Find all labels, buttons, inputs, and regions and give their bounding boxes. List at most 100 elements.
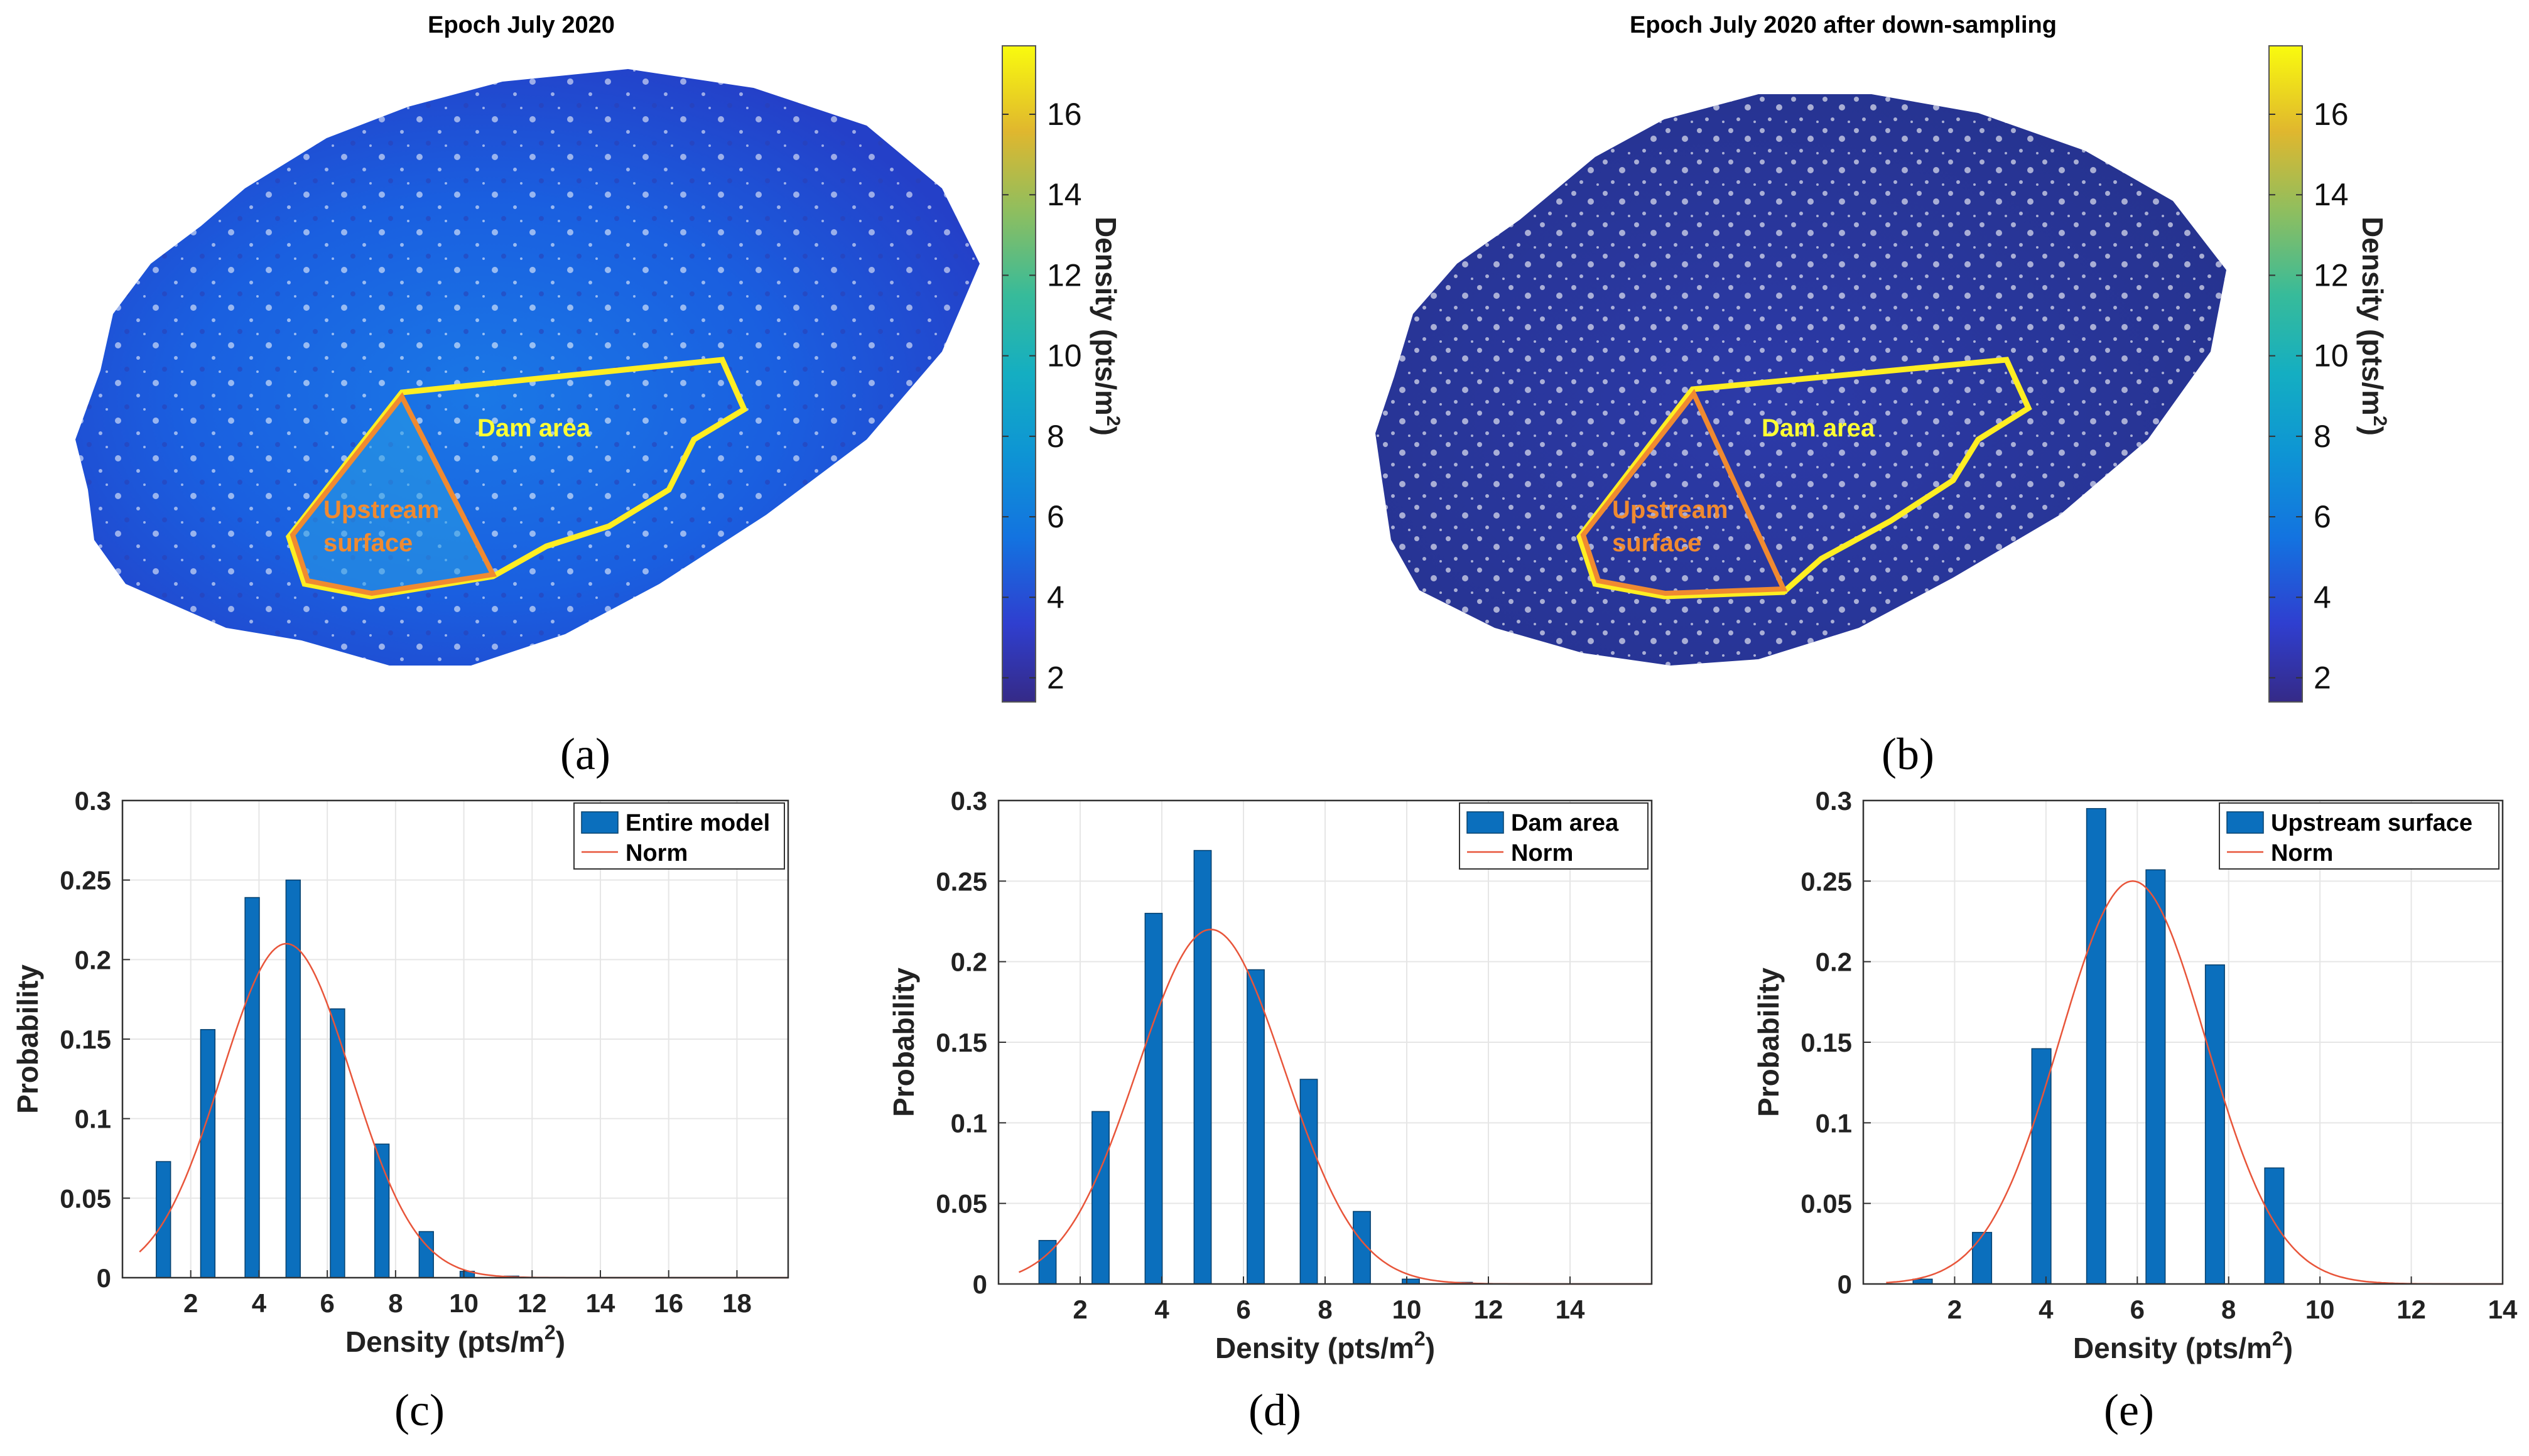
hist-d-xlabel-sup: 2 (1414, 1327, 1426, 1350)
hist-e-legend-box (2219, 802, 2499, 870)
hist-e-bar (2145, 869, 2166, 1285)
map-b-upstream-label-1: Upstream (1612, 496, 1728, 524)
hist-c-ytick-label: 0 (97, 1263, 111, 1293)
hist-c-legend-bar-label: Entire model (625, 810, 770, 836)
hist-d-xlabel: Density (pts/m2) (1215, 1327, 1435, 1364)
map-panel-b: Epoch July 2020 after down-sampling Dam … (1375, 12, 2226, 779)
hist-e-ytick-label: 0.1 (1816, 1108, 1852, 1138)
hist-c-xlabel-close: ) (556, 1325, 565, 1358)
hist-e-legend-bar-label: Upstream surface (2271, 810, 2472, 836)
histogram-d: 2 4 6 8 10 12 14 0 0.05 0.1 0.15 0.2 0.25 0.3 Density … (887, 786, 1653, 1435)
hist-d-legend-bar-label: Dam area (1511, 810, 1619, 836)
histogram-e: 2 4 6 8 10 12 14 0 0.05 0.1 0.15 0.2 0.25 0.3 Density … (1752, 786, 2518, 1435)
colorbar-b-tick-label: 12 (2314, 257, 2349, 293)
hist-e-xlabel-close: ) (2283, 1332, 2293, 1364)
hist-c-ytick-label: 0.15 (60, 1025, 111, 1054)
map-b-upstream-label-2: surface (1612, 529, 1701, 557)
hist-c-legend-line-label: Norm (625, 840, 688, 866)
colorbar-b-ticks: 2 4 6 8 10 12 14 16 (2269, 97, 2349, 696)
hist-d-ytick-label: 0.15 (936, 1028, 987, 1057)
hist-e-ytick-label: 0 (1838, 1270, 1852, 1299)
hist-d-ytick-label: 0.25 (936, 866, 987, 896)
colorbar-a-tick-label: 12 (1047, 257, 1082, 293)
colorbar-a-tick-label: 16 (1047, 97, 1082, 132)
colorbar-a-tick-label: 8 (1047, 419, 1064, 454)
hist-d-xtick-label: 10 (1392, 1295, 1422, 1324)
map-b-dam-boundary (1576, 357, 2032, 600)
map-a-upstream-label-2: surface (323, 529, 413, 557)
colorbar-a-tick-label: 2 (1047, 661, 1064, 696)
map-a-upstream-fill (289, 396, 493, 596)
colorbar-b-label: Density (pts/m2) (2356, 217, 2390, 436)
colorbar-b-tick-label: 8 (2314, 419, 2331, 454)
hist-c-xtick-label: 14 (586, 1288, 615, 1318)
colorbar-a-ramp (1002, 45, 1036, 703)
hist-d-xtick-label: 8 (1318, 1295, 1332, 1324)
hist-e-ytick-label: 0.05 (1801, 1189, 1852, 1219)
hist-e-xtick-label: 6 (2130, 1295, 2145, 1324)
colorbar-a-ticks: 2 4 6 8 10 12 14 16 (1002, 97, 1082, 696)
hist-d-ytick-label: 0.05 (936, 1189, 987, 1219)
hist-e-panel-label: (e) (2104, 1385, 2154, 1435)
hist-c-xtick-label: 12 (517, 1288, 547, 1318)
colorbar-a-tick-label: 14 (1047, 177, 1082, 212)
colorbar-b-tick-label: 6 (2314, 499, 2331, 534)
hist-d-bar (1193, 849, 1212, 1285)
hist-c-ylabel: Probability (11, 964, 44, 1114)
map-a-texture (75, 69, 980, 666)
hist-e-legend-line-label: Norm (2271, 840, 2333, 866)
hist-c-xtick-label: 18 (722, 1288, 752, 1318)
hist-d-bar (1299, 1079, 1318, 1285)
hist-d-ytick-label: 0.1 (951, 1108, 987, 1138)
hist-d-ytick-label: 0.3 (951, 786, 987, 816)
hist-c-xtick-label: 8 (388, 1288, 403, 1318)
hist-e-bar (2031, 1048, 2052, 1285)
hist-c-xlabel-sup: 2 (544, 1321, 556, 1344)
hist-d-bar (1247, 969, 1265, 1285)
map-a-dam-boundary (285, 357, 748, 600)
hist-e-ytick-label: 0.15 (1801, 1028, 1852, 1057)
hist-c-xtick-label: 6 (320, 1288, 334, 1318)
hist-c-ytick-label: 0.25 (60, 866, 111, 895)
hist-e-xtick-label: 4 (2039, 1295, 2054, 1324)
colorbar-b-label-main: Density (pts/m (2356, 217, 2389, 416)
hist-e-legend-swatch (2226, 811, 2264, 834)
hist-e-ytick-label: 0.3 (1816, 786, 1852, 816)
colorbar-b-tick-label: 10 (2314, 338, 2349, 374)
hist-e-ylabel: Probability (1752, 968, 1785, 1117)
hist-e-bar (2086, 808, 2106, 1285)
hist-d-xlabel-main: Density (pts/m (1215, 1332, 1414, 1364)
hist-e-ytick-label: 0.25 (1801, 866, 1852, 896)
colorbar-b-tick-label: 14 (2314, 177, 2349, 212)
hist-c-xtick-label: 16 (654, 1288, 683, 1318)
hist-d-bar (1038, 1239, 1057, 1285)
hist-d-legend-swatch (1466, 811, 1504, 834)
hist-c-legend-swatch (581, 811, 619, 834)
hist-e-bar (2264, 1167, 2285, 1285)
hist-c-xlabel: Density (pts/m2) (345, 1321, 565, 1358)
hist-d-bar (1144, 912, 1163, 1285)
hist-d-ytick-label: 0.2 (951, 947, 987, 977)
colorbar-a-label-close: ) (1090, 426, 1122, 436)
colorbar-a-label: Density (pts/m2) (1090, 217, 1124, 436)
hist-e-xtick-label: 8 (2221, 1295, 2236, 1324)
map-a-title: Epoch July 2020 (428, 12, 615, 38)
hist-c-panel-label: (c) (394, 1385, 445, 1435)
panel-label-b: (b) (1882, 729, 1934, 779)
map-a-upstream-boundary (290, 392, 497, 596)
hist-d-xtick-label: 12 (1474, 1295, 1503, 1324)
colorbar-b-tick-label: 2 (2314, 661, 2331, 696)
colorbar-b-label-close: ) (2356, 426, 2389, 436)
colorbar-a-tick-label: 10 (1047, 338, 1082, 374)
histogram-c: 2 4 6 8 10 12 14 16 18 0 0.05 0.1 0.15 0.2 0.25 0.3 Dens… (11, 786, 789, 1435)
hist-e-bar (1972, 1232, 1993, 1285)
hist-c-ytick-label: 0.3 (75, 786, 111, 816)
hist-c-ytick-label: 0.1 (75, 1104, 111, 1134)
hist-d-xtick-label: 14 (1556, 1295, 1585, 1324)
hist-d-ylabel: Probability (887, 968, 920, 1117)
hist-c-bar (200, 1029, 216, 1278)
hist-c-bar (156, 1161, 171, 1278)
colorbar-a-label-main: Density (pts/m (1090, 217, 1122, 416)
map-a-upstream-label-1: Upstream (323, 496, 440, 524)
